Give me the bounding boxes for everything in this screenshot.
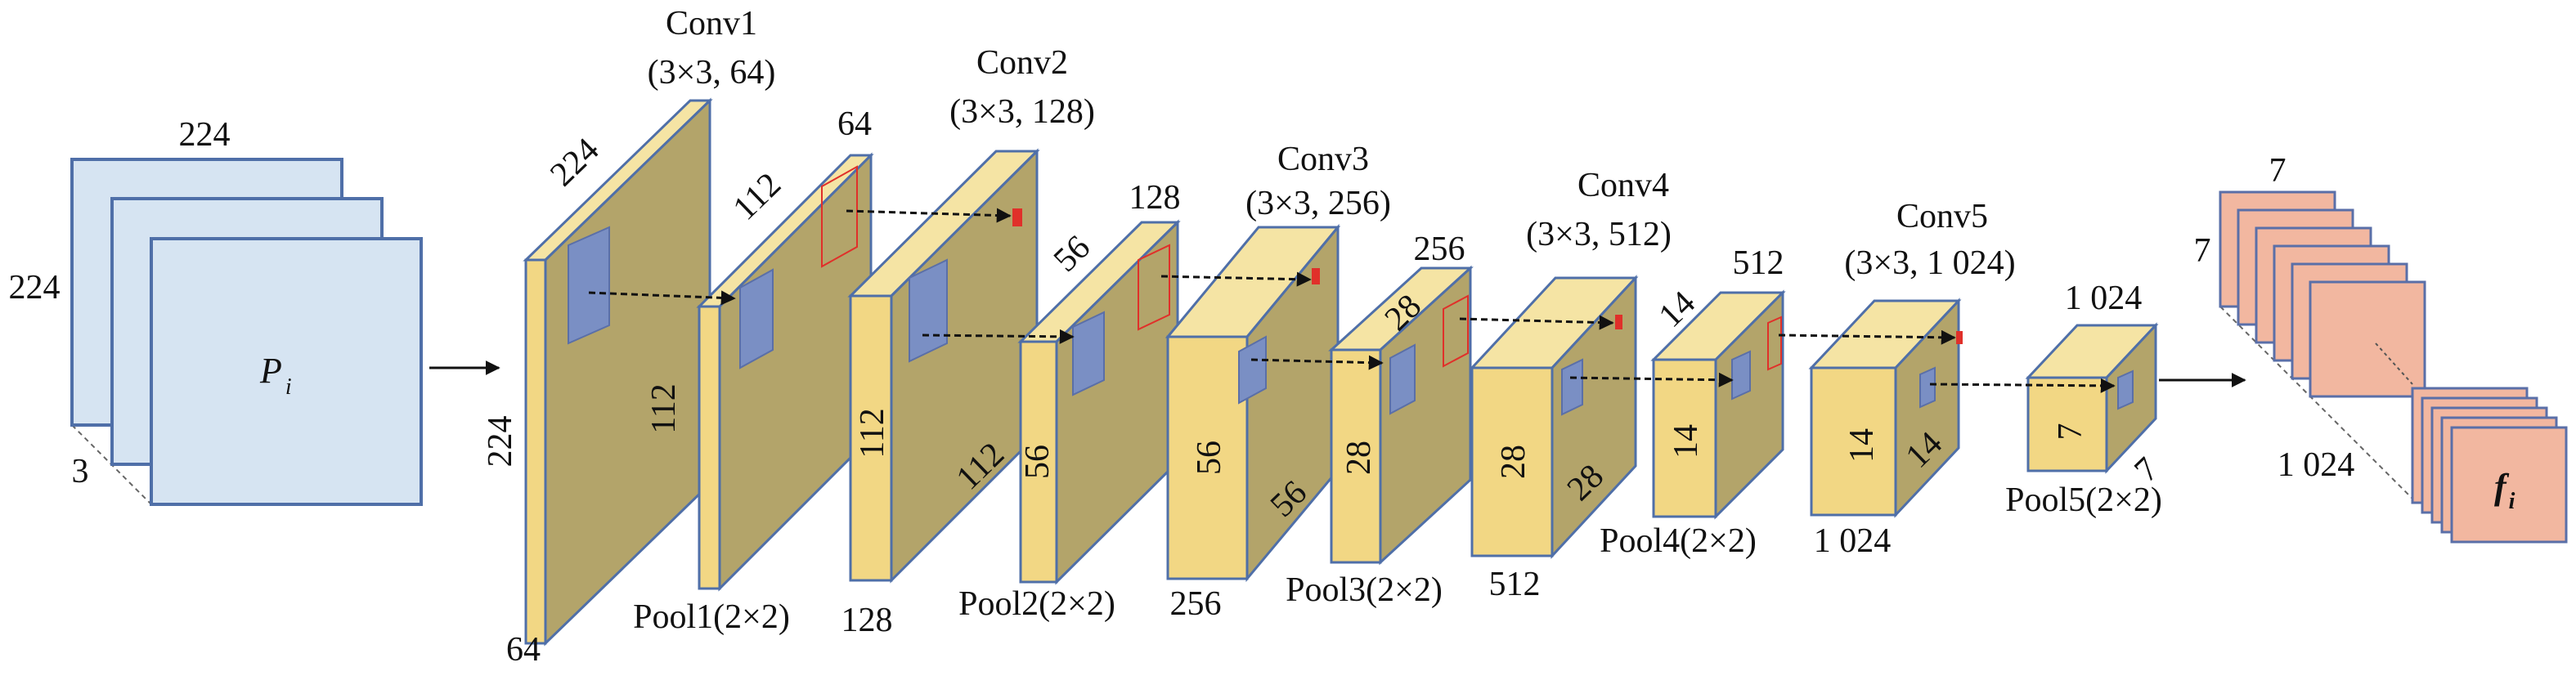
pool1-receptive-field	[821, 165, 858, 268]
conv1-inner-height: 112	[645, 383, 683, 433]
conv3-height: 56	[1191, 441, 1228, 475]
conv1-block	[523, 97, 713, 647]
pool1-to-conv2-arrow	[846, 208, 1012, 223]
conv2-height: 112	[854, 408, 891, 458]
conv1-to-pool1-arrow	[588, 290, 736, 306]
conv4-name: Conv4	[1577, 167, 1669, 204]
conv5-depth: 1 024	[1814, 522, 1892, 560]
conv1-spec: (3×3, 64)	[648, 54, 776, 92]
pool1-top-size: 112	[726, 166, 788, 228]
pool3-depth-top: 256	[1414, 231, 1465, 268]
conv5-spec: (3×3, 1 024)	[1844, 244, 2015, 282]
pool4-kernel	[1731, 350, 1751, 401]
conv3-spec: (3×3, 256)	[1245, 185, 1391, 222]
conv1-kernel	[568, 226, 610, 345]
input-channel-1	[150, 237, 423, 506]
conv1-name: Conv1	[666, 5, 757, 43]
conv5-to-pool5-arrow	[1929, 378, 2116, 393]
conv5-block	[1808, 298, 1963, 518]
conv5-receptive-point	[1956, 331, 1963, 344]
conv2-depth: 128	[841, 602, 893, 639]
conv2-name: Conv2	[976, 44, 1068, 82]
conv3-to-pool3-arrow	[1250, 355, 1384, 370]
pool4-to-conv5-arrow	[1778, 329, 1956, 345]
conv5-kernel	[1919, 366, 1936, 409]
conv4-height: 28	[1495, 445, 1533, 479]
input-channels-label: 3	[72, 453, 89, 490]
conv3-receptive-point	[1312, 268, 1320, 284]
pool4-height: 14	[1667, 424, 1705, 459]
pool1-depth-top: 64	[837, 105, 872, 143]
conv3-name: Conv3	[1277, 141, 1369, 178]
pool2-depth-top: 128	[1129, 179, 1181, 217]
output-height-label: 7	[2194, 232, 2211, 270]
conv3-depth: 256	[1170, 585, 1222, 623]
conv2-to-pool2-arrow	[922, 329, 1075, 344]
pool4-block	[1650, 289, 1786, 520]
pool5-block	[2025, 322, 2159, 474]
conv1-depth: 64	[506, 631, 541, 669]
conv5-height: 14	[1843, 428, 1881, 463]
pool2-height: 56	[1019, 445, 1057, 479]
input-height-label: 224	[9, 269, 61, 307]
conv5-name: Conv5	[1896, 198, 1988, 235]
pool1-kernel	[739, 268, 774, 369]
conv4-depth: 512	[1489, 566, 1541, 603]
pool4-depth-top: 512	[1733, 244, 1784, 282]
pool5-name: Pool5(2×2)	[2005, 481, 2162, 519]
pool3-to-conv4-arrow	[1459, 315, 1614, 330]
conv2-receptive-point	[1012, 208, 1022, 226]
conv4-receptive-point	[1615, 315, 1622, 329]
conv4-kernel	[1561, 358, 1583, 416]
pool3-height: 28	[1340, 441, 1378, 475]
pool3-kernel	[1389, 343, 1416, 415]
conv3-kernel	[1238, 335, 1267, 405]
conv2-block	[847, 148, 1040, 584]
pool4-receptive-field	[1767, 316, 1782, 371]
pool5-depth-top: 1 024	[2065, 280, 2143, 317]
pool2-kernel	[1072, 311, 1105, 396]
conv2-spec: (3×3, 128)	[949, 93, 1095, 131]
pool3-receptive-field	[1443, 294, 1469, 368]
pool3-name: Pool3(2×2)	[1286, 571, 1443, 609]
conv3-block	[1165, 223, 1341, 583]
pool5-height: 7	[2052, 423, 2089, 441]
pool4-name: Pool4(2×2)	[1600, 522, 1757, 560]
conv1-top-size: 224	[543, 131, 606, 194]
conv1-height: 224	[482, 416, 519, 468]
conv4-to-pool4-arrow	[1569, 372, 1734, 387]
pool2-receptive-field	[1138, 244, 1170, 331]
conv2-kernel	[909, 258, 948, 363]
pool2-block	[1017, 219, 1181, 585]
input-width-label: 224	[179, 116, 231, 154]
output-width-label: 7	[2269, 152, 2287, 190]
pool1-block	[696, 152, 874, 592]
conv4-spec: (3×3, 512)	[1526, 216, 1672, 253]
output-channels-label: 1 024	[2278, 446, 2355, 484]
pool1-name: Pool1(2×2)	[633, 598, 790, 636]
pool5-kernel	[2117, 369, 2134, 410]
pool3-block	[1328, 265, 1474, 566]
pool2-to-conv3-arrow	[1160, 271, 1312, 287]
pool2-name: Pool2(2×2)	[958, 585, 1115, 623]
conv4-block	[1469, 275, 1639, 559]
